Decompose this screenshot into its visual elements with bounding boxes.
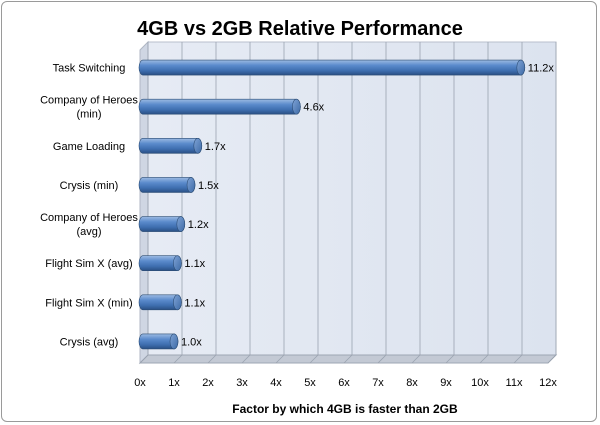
- bar: [138, 216, 186, 232]
- plot-area: [138, 40, 558, 365]
- gridline-floor: [343, 354, 353, 364]
- bar-cap: [169, 333, 179, 350]
- bars: [138, 59, 526, 350]
- x-tick-label: 12x: [539, 377, 557, 389]
- x-tick-label: 5x: [304, 377, 316, 389]
- bar: [138, 98, 301, 115]
- x-tick-label: 4x: [270, 377, 282, 389]
- category-labels: Task Switching Company of Heroes (min) Game…: [40, 63, 138, 349]
- bar-body: [138, 138, 203, 154]
- bar: [138, 294, 182, 311]
- chart-title: 4GB vs 2GB Relative Performance: [137, 18, 463, 40]
- x-tick-label: 3x: [236, 377, 248, 389]
- bar: [138, 255, 182, 271]
- side-wall: [139, 40, 149, 365]
- category-label: Company of Heroes (avg): [40, 212, 138, 238]
- x-axis-tick-labels: 0x 1x 2x 3x 4x 5x 6x 7x 8x 9x 10x 11x 12x: [134, 377, 557, 389]
- bar: [138, 177, 196, 193]
- gridline-floor: [241, 354, 251, 364]
- gridline-floor: [479, 354, 489, 364]
- bar-body: [138, 177, 196, 193]
- data-label: 1.1x: [184, 297, 205, 309]
- bar-cap: [292, 98, 301, 115]
- bar-cap: [173, 255, 182, 271]
- category-label: Task Switching: [53, 63, 126, 75]
- data-label: 1.7x: [205, 141, 226, 153]
- data-label: 1.1x: [184, 258, 205, 270]
- category-label: Crysis (avg): [60, 336, 119, 348]
- bar: [138, 138, 203, 154]
- category-label: Flight Sim X (min): [45, 297, 132, 309]
- x-tick-label: 8x: [406, 377, 418, 389]
- bar-cap: [186, 177, 196, 193]
- gridline-floor: [513, 354, 523, 364]
- x-tick-label: 2x: [202, 377, 214, 389]
- bar-cap: [193, 138, 203, 154]
- x-tick-label: 6x: [338, 377, 350, 389]
- bar: [138, 333, 179, 350]
- data-label: 1.2x: [188, 219, 209, 231]
- gridline-floor: [445, 354, 455, 364]
- x-tick-label: 9x: [440, 377, 452, 389]
- gridline-floor: [173, 354, 183, 364]
- gridline-floor: [547, 354, 557, 364]
- bar-body: [138, 59, 526, 76]
- data-labels: 11.2x 4.6x 1.7x 1.5x 1.2x 1.1x 1.1x 1.0x: [181, 63, 554, 349]
- gridline-floor: [309, 354, 319, 364]
- bar-cap: [516, 59, 526, 76]
- bar-body: [138, 98, 301, 115]
- x-tick-label: 1x: [168, 377, 180, 389]
- gridlines: [139, 42, 557, 364]
- data-label: 11.2x: [528, 63, 555, 75]
- category-label: Flight Sim X (avg): [45, 258, 132, 270]
- bar-cap: [176, 216, 186, 232]
- category-label: Game Loading: [53, 141, 125, 153]
- data-label: 4.6x: [303, 102, 324, 114]
- gridline-floor: [207, 354, 217, 364]
- gridline-floor: [275, 354, 285, 364]
- x-tick-label: 0x: [134, 377, 146, 389]
- gridline-floor: [411, 354, 421, 364]
- gridline-floor: [139, 354, 149, 364]
- bar: [138, 59, 526, 76]
- x-tick-label: 10x: [471, 377, 489, 389]
- category-label: Company of Heroes (min): [40, 95, 138, 121]
- data-label: 1.5x: [198, 180, 219, 192]
- gridline-floor: [377, 354, 387, 364]
- bar-cap: [173, 294, 182, 311]
- x-tick-label: 11x: [506, 377, 523, 389]
- category-label: Crysis (min): [60, 180, 119, 192]
- x-tick-label: 7x: [372, 377, 384, 389]
- x-axis-label: Factor by which 4GB is faster than 2GB: [232, 402, 458, 416]
- data-label: 1.0x: [181, 336, 202, 348]
